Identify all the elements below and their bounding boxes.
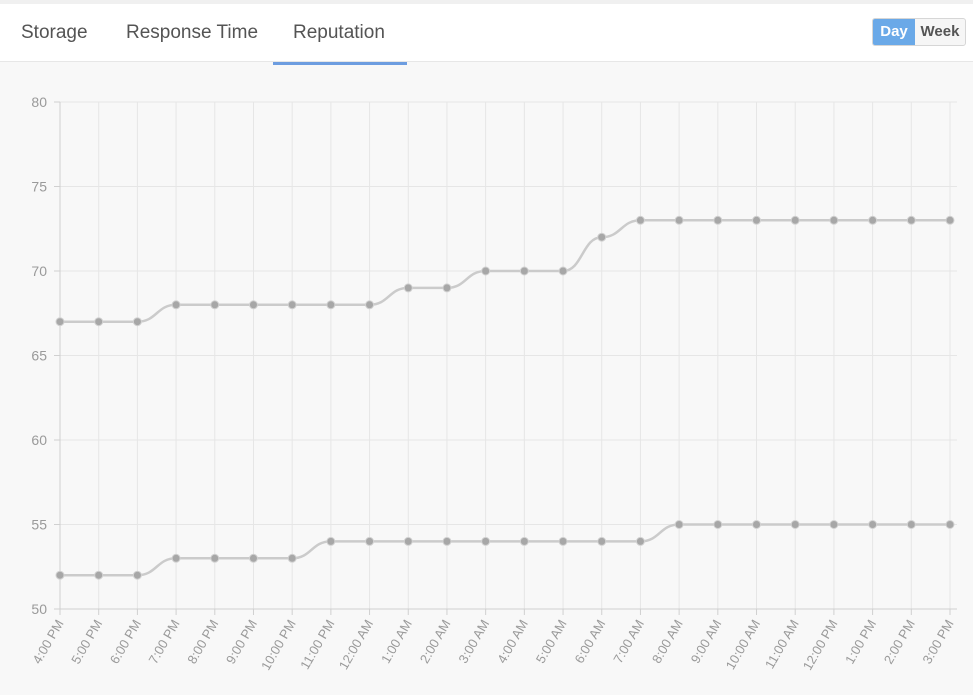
data-point <box>713 215 723 225</box>
data-point <box>868 215 878 225</box>
x-tick-label: 7:00 PM <box>145 617 182 666</box>
x-tick-label: 11:00 AM <box>762 617 802 671</box>
y-tick-label: 55 <box>31 517 47 533</box>
x-tick-label: 10:00 PM <box>258 617 299 673</box>
range-toggle: Day Week <box>872 18 966 46</box>
x-tick-label: 3:00 AM <box>455 617 492 666</box>
x-tick-label: 9:00 AM <box>688 617 725 666</box>
data-point <box>287 300 297 310</box>
data-point <box>55 570 65 580</box>
x-tick-label: 12:00 PM <box>800 617 841 673</box>
x-tick-label: 10:00 AM <box>723 617 763 672</box>
data-point <box>403 536 413 546</box>
data-point <box>326 300 336 310</box>
data-point <box>674 215 684 225</box>
data-point <box>868 520 878 529</box>
y-tick-label: 60 <box>31 432 47 448</box>
tab-bar: Storage Response Time Reputation Day Wee… <box>0 0 973 65</box>
data-point <box>248 300 258 310</box>
data-point <box>94 317 104 327</box>
data-point <box>829 520 839 529</box>
data-point <box>752 215 762 225</box>
data-point <box>132 570 142 580</box>
data-point <box>597 536 607 546</box>
data-point <box>674 520 684 529</box>
data-point <box>906 215 916 225</box>
x-tick-label: 1:00 PM <box>842 617 879 666</box>
data-point <box>248 553 258 563</box>
tab-reputation[interactable]: Reputation <box>273 4 407 65</box>
x-tick-label: 8:00 AM <box>649 617 686 666</box>
data-point <box>403 283 413 293</box>
x-tick-label: 7:00 AM <box>610 617 647 666</box>
data-point <box>442 536 452 546</box>
x-tick-label: 4:00 PM <box>29 617 66 666</box>
y-tick-label: 75 <box>31 179 47 195</box>
data-point <box>790 520 800 529</box>
x-tick-label: 2:00 PM <box>881 617 918 666</box>
data-point <box>94 570 104 580</box>
x-tick-label: 1:00 AM <box>378 617 415 666</box>
data-point <box>829 215 839 225</box>
data-point <box>442 283 452 293</box>
x-tick-label: 9:00 PM <box>223 617 260 666</box>
data-point <box>210 553 220 563</box>
x-tick-label: 2:00 AM <box>417 617 454 666</box>
x-tick-label: 5:00 AM <box>533 617 570 666</box>
x-tick-label: 6:00 PM <box>107 617 144 666</box>
x-tick-label: 5:00 PM <box>68 617 105 666</box>
data-point <box>713 520 723 529</box>
y-tick-label: 50 <box>31 601 47 617</box>
series-line <box>60 523 950 577</box>
data-point <box>635 215 645 225</box>
tab-response-time[interactable]: Response Time <box>126 22 259 43</box>
data-point <box>481 536 491 546</box>
data-point <box>481 266 491 276</box>
x-tick-label: 12:00 AM <box>336 617 376 672</box>
reputation-chart: 50 55 60 65 70 75 80 4:00 PM 5:00 PM 6:00 PM 7:00 … <box>0 63 973 695</box>
data-point <box>519 536 529 546</box>
y-tick-label: 70 <box>31 263 47 279</box>
x-tick-label: 4:00 AM <box>494 617 531 666</box>
y-tick-label: 80 <box>31 94 47 110</box>
y-tick-label: 65 <box>31 348 47 364</box>
data-point <box>790 215 800 225</box>
x-tick-label: 11:00 PM <box>297 617 337 672</box>
data-point <box>287 553 297 563</box>
day-button[interactable]: Day <box>873 19 915 45</box>
data-point <box>752 520 762 529</box>
data-point <box>945 520 955 529</box>
x-tick-label: 8:00 PM <box>184 617 221 666</box>
data-point <box>906 520 916 529</box>
tab-storage[interactable]: Storage <box>21 22 88 43</box>
data-point <box>597 232 607 242</box>
data-point <box>519 266 529 276</box>
data-point <box>171 300 181 310</box>
data-point <box>326 536 336 546</box>
data-point <box>171 553 181 563</box>
data-point <box>558 536 568 546</box>
data-point <box>365 300 375 310</box>
x-tick-label: 3:00 PM <box>919 617 956 666</box>
data-point <box>635 536 645 546</box>
week-button[interactable]: Week <box>920 23 960 40</box>
data-point <box>55 317 65 327</box>
data-point <box>210 300 220 310</box>
data-point <box>365 536 375 546</box>
x-tick-label: 6:00 AM <box>571 617 608 666</box>
data-point <box>132 317 142 327</box>
data-point <box>945 215 955 225</box>
data-point <box>558 266 568 276</box>
